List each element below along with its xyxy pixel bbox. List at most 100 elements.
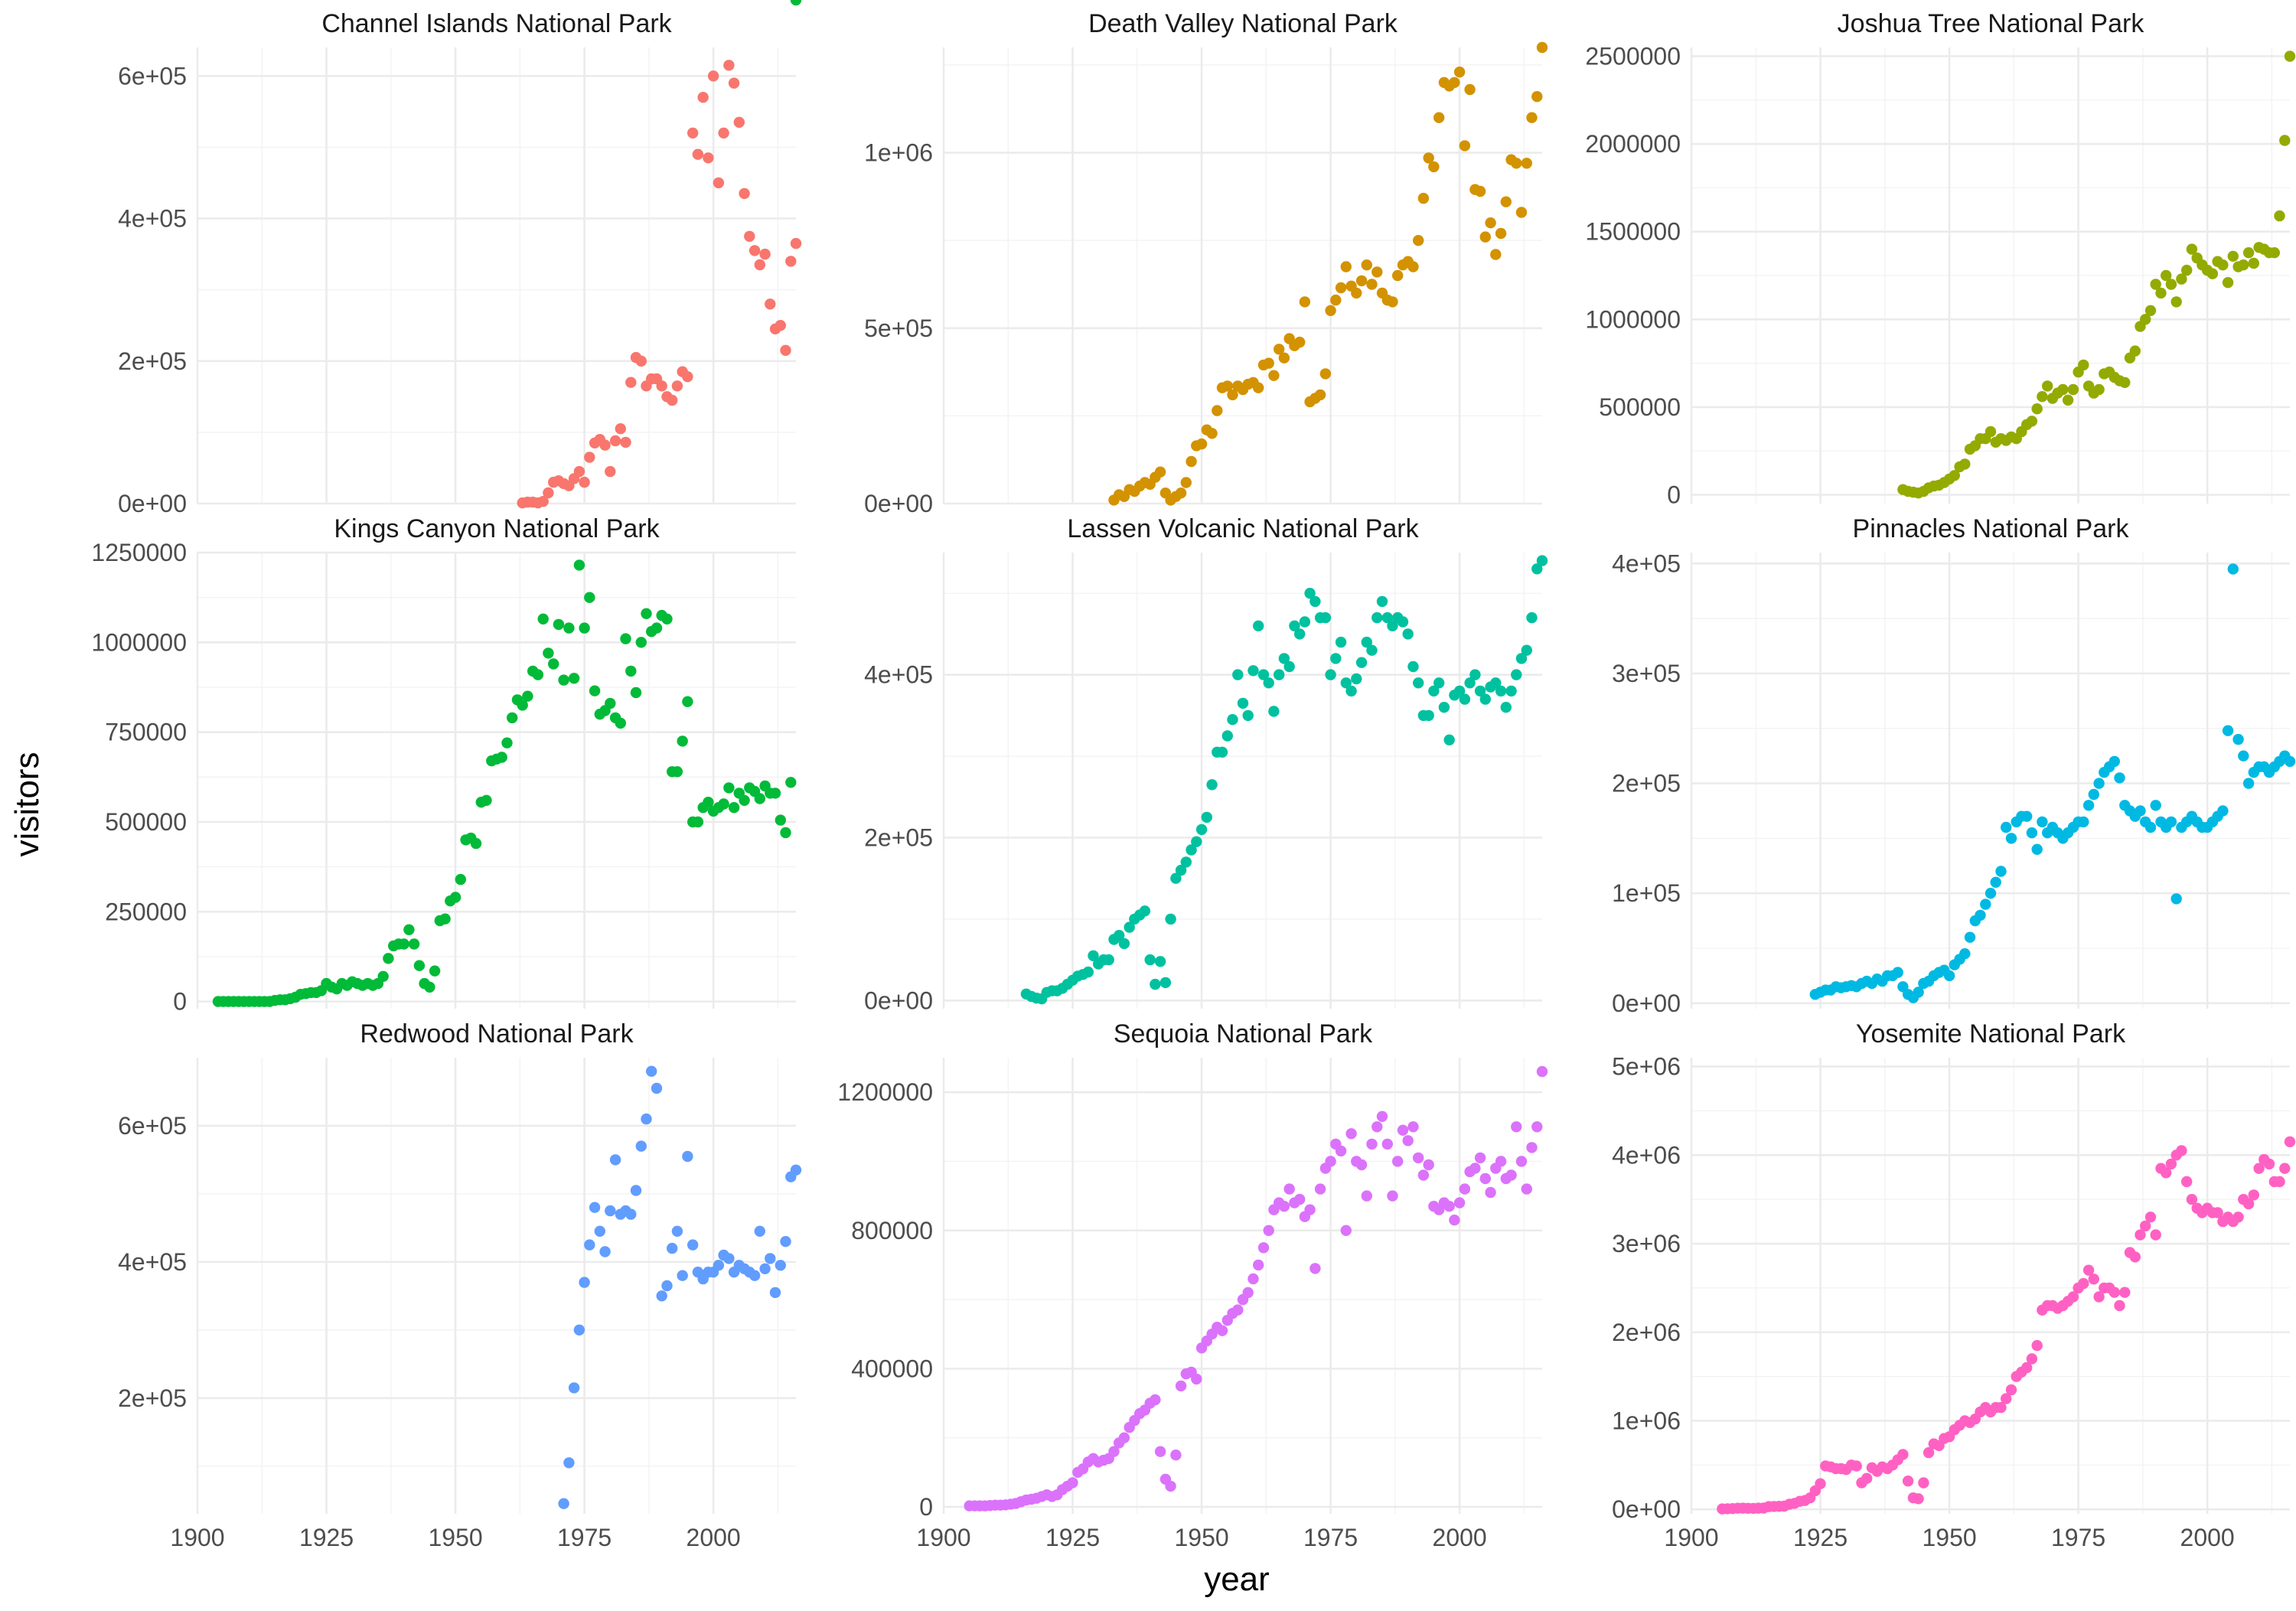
data-point xyxy=(1413,235,1424,246)
data-point xyxy=(790,0,802,6)
data-point xyxy=(403,924,415,936)
data-point xyxy=(1918,1477,1929,1489)
data-point xyxy=(1319,611,1332,624)
data-point xyxy=(620,436,631,448)
data-point xyxy=(790,237,802,249)
facet-panel: Lassen Volcanic National Park 0e+00 2e+05 4… xyxy=(864,514,1548,1014)
data-point xyxy=(682,1150,693,1163)
x-tick-label: 2000 xyxy=(2180,1524,2235,1551)
data-point xyxy=(671,766,683,778)
data-point xyxy=(1227,714,1238,726)
data-point xyxy=(2284,51,2296,62)
data-point xyxy=(1975,909,1986,921)
y-tick-label: 6e+05 xyxy=(118,62,187,90)
data-point xyxy=(765,298,776,310)
data-point xyxy=(1294,336,1306,348)
data-point xyxy=(2119,1287,2131,1298)
data-point xyxy=(1170,1450,1182,1461)
data-point xyxy=(532,669,544,680)
data-point xyxy=(2155,287,2167,299)
data-point xyxy=(1257,669,1270,680)
data-point xyxy=(615,423,626,435)
data-point xyxy=(481,794,492,807)
data-point xyxy=(2165,1158,2177,1170)
data-point xyxy=(1923,1446,1935,1459)
y-tick-label: 0e+00 xyxy=(118,490,187,517)
data-point xyxy=(671,1225,683,1238)
data-point xyxy=(1995,1401,2007,1414)
data-point xyxy=(667,394,678,406)
data-point xyxy=(584,592,595,603)
data-point xyxy=(1505,685,1517,697)
facet-panel: Kings Canyon National Park 0 250000 500000 7… xyxy=(91,0,802,1016)
data-point xyxy=(1345,1128,1357,1140)
data-point xyxy=(2026,1353,2038,1365)
data-point xyxy=(2031,1339,2043,1352)
y-tick-label: 0e+00 xyxy=(1612,990,1681,1017)
data-point xyxy=(2279,1163,2291,1174)
data-point xyxy=(1381,1138,1394,1150)
data-point xyxy=(2222,277,2234,289)
data-point xyxy=(718,127,729,139)
data-point xyxy=(1221,730,1234,742)
data-point xyxy=(1232,669,1244,680)
data-point xyxy=(1195,438,1208,450)
data-point xyxy=(537,496,549,507)
data-point xyxy=(599,1246,611,1257)
data-point xyxy=(2161,1167,2172,1179)
data-point xyxy=(573,465,585,478)
data-point xyxy=(413,960,426,971)
data-point xyxy=(2161,269,2172,282)
data-point xyxy=(383,953,394,964)
data-point xyxy=(723,1253,735,1264)
data-point xyxy=(1124,921,1135,933)
data-point xyxy=(1294,1193,1306,1205)
data-point xyxy=(1144,954,1156,966)
data-point xyxy=(1253,1259,1264,1271)
data-point xyxy=(1361,636,1373,648)
facet-title: Sequoia National Park xyxy=(1114,1019,1373,1048)
data-point xyxy=(2165,279,2177,290)
data-point xyxy=(1453,1197,1466,1208)
data-point xyxy=(1216,746,1228,758)
facet-panel: Channel Islands National Park 0e+00 2e+05 4… xyxy=(118,9,802,517)
data-point xyxy=(2078,1277,2089,1290)
data-point xyxy=(630,1185,642,1196)
facet-title: Channel Islands National Park xyxy=(321,9,672,38)
data-point xyxy=(1335,282,1347,294)
data-point xyxy=(1526,1142,1538,1153)
data-point xyxy=(1351,287,1362,299)
data-point xyxy=(1433,112,1445,123)
data-point xyxy=(1495,227,1507,240)
data-point xyxy=(2181,264,2193,276)
data-point xyxy=(661,613,673,625)
data-point xyxy=(1206,428,1218,439)
data-point xyxy=(1381,611,1394,624)
data-point xyxy=(1154,1446,1166,1457)
data-point xyxy=(1206,779,1218,791)
data-point xyxy=(594,1225,605,1238)
y-tick-label: 3e+06 xyxy=(1612,1230,1681,1257)
data-point xyxy=(1186,844,1197,856)
data-point xyxy=(1474,1152,1486,1164)
data-point xyxy=(2140,314,2151,325)
data-point xyxy=(739,188,750,200)
data-point xyxy=(2082,1264,2095,1276)
data-point xyxy=(1521,644,1533,656)
data-point xyxy=(651,1082,663,1094)
data-point xyxy=(2274,1176,2285,1188)
data-point xyxy=(1186,455,1197,468)
data-point xyxy=(1464,677,1476,689)
y-tick-label: 1500000 xyxy=(1585,218,1681,246)
data-point xyxy=(548,658,559,670)
y-tick-label: 1e+06 xyxy=(864,139,933,167)
data-point xyxy=(1959,458,1971,470)
data-point xyxy=(656,380,667,392)
y-tick-label: 1250000 xyxy=(91,539,187,566)
data-point xyxy=(507,712,518,724)
data-point xyxy=(1340,1225,1352,1237)
data-point xyxy=(1469,669,1481,680)
data-point xyxy=(2135,1229,2146,1241)
data-point xyxy=(1397,1124,1409,1137)
